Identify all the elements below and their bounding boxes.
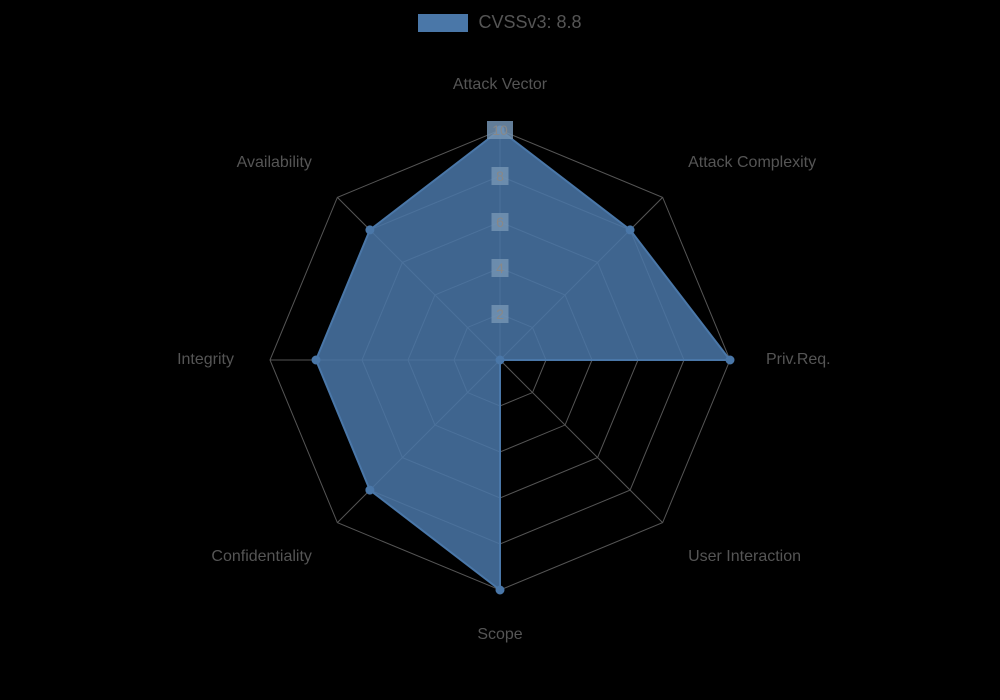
- tick-backdrop: [492, 259, 509, 277]
- tick-backdrop: [487, 121, 513, 139]
- data-point: [366, 226, 374, 234]
- data-point: [496, 356, 504, 364]
- axis-label: Integrity: [177, 351, 234, 369]
- data-point: [626, 226, 634, 234]
- axis-label: User Interaction: [688, 548, 801, 566]
- data-point: [366, 486, 374, 494]
- axis-label: Confidentiality: [211, 548, 312, 566]
- data-point: [312, 356, 320, 364]
- data-point: [726, 356, 734, 364]
- axis-label: Availability: [237, 154, 312, 172]
- axis-spoke: [500, 360, 663, 523]
- axis-label: Attack Complexity: [688, 154, 816, 172]
- data-point: [496, 586, 504, 594]
- tick-backdrop: [492, 213, 509, 231]
- axis-label: Priv.Req.: [766, 351, 831, 369]
- series-polygon: [316, 130, 730, 590]
- axis-label: Scope: [477, 626, 522, 644]
- tick-backdrop: [492, 305, 509, 323]
- tick-backdrop: [492, 167, 509, 185]
- radar-chart: [0, 0, 1000, 700]
- axis-label: Attack Vector: [453, 76, 547, 94]
